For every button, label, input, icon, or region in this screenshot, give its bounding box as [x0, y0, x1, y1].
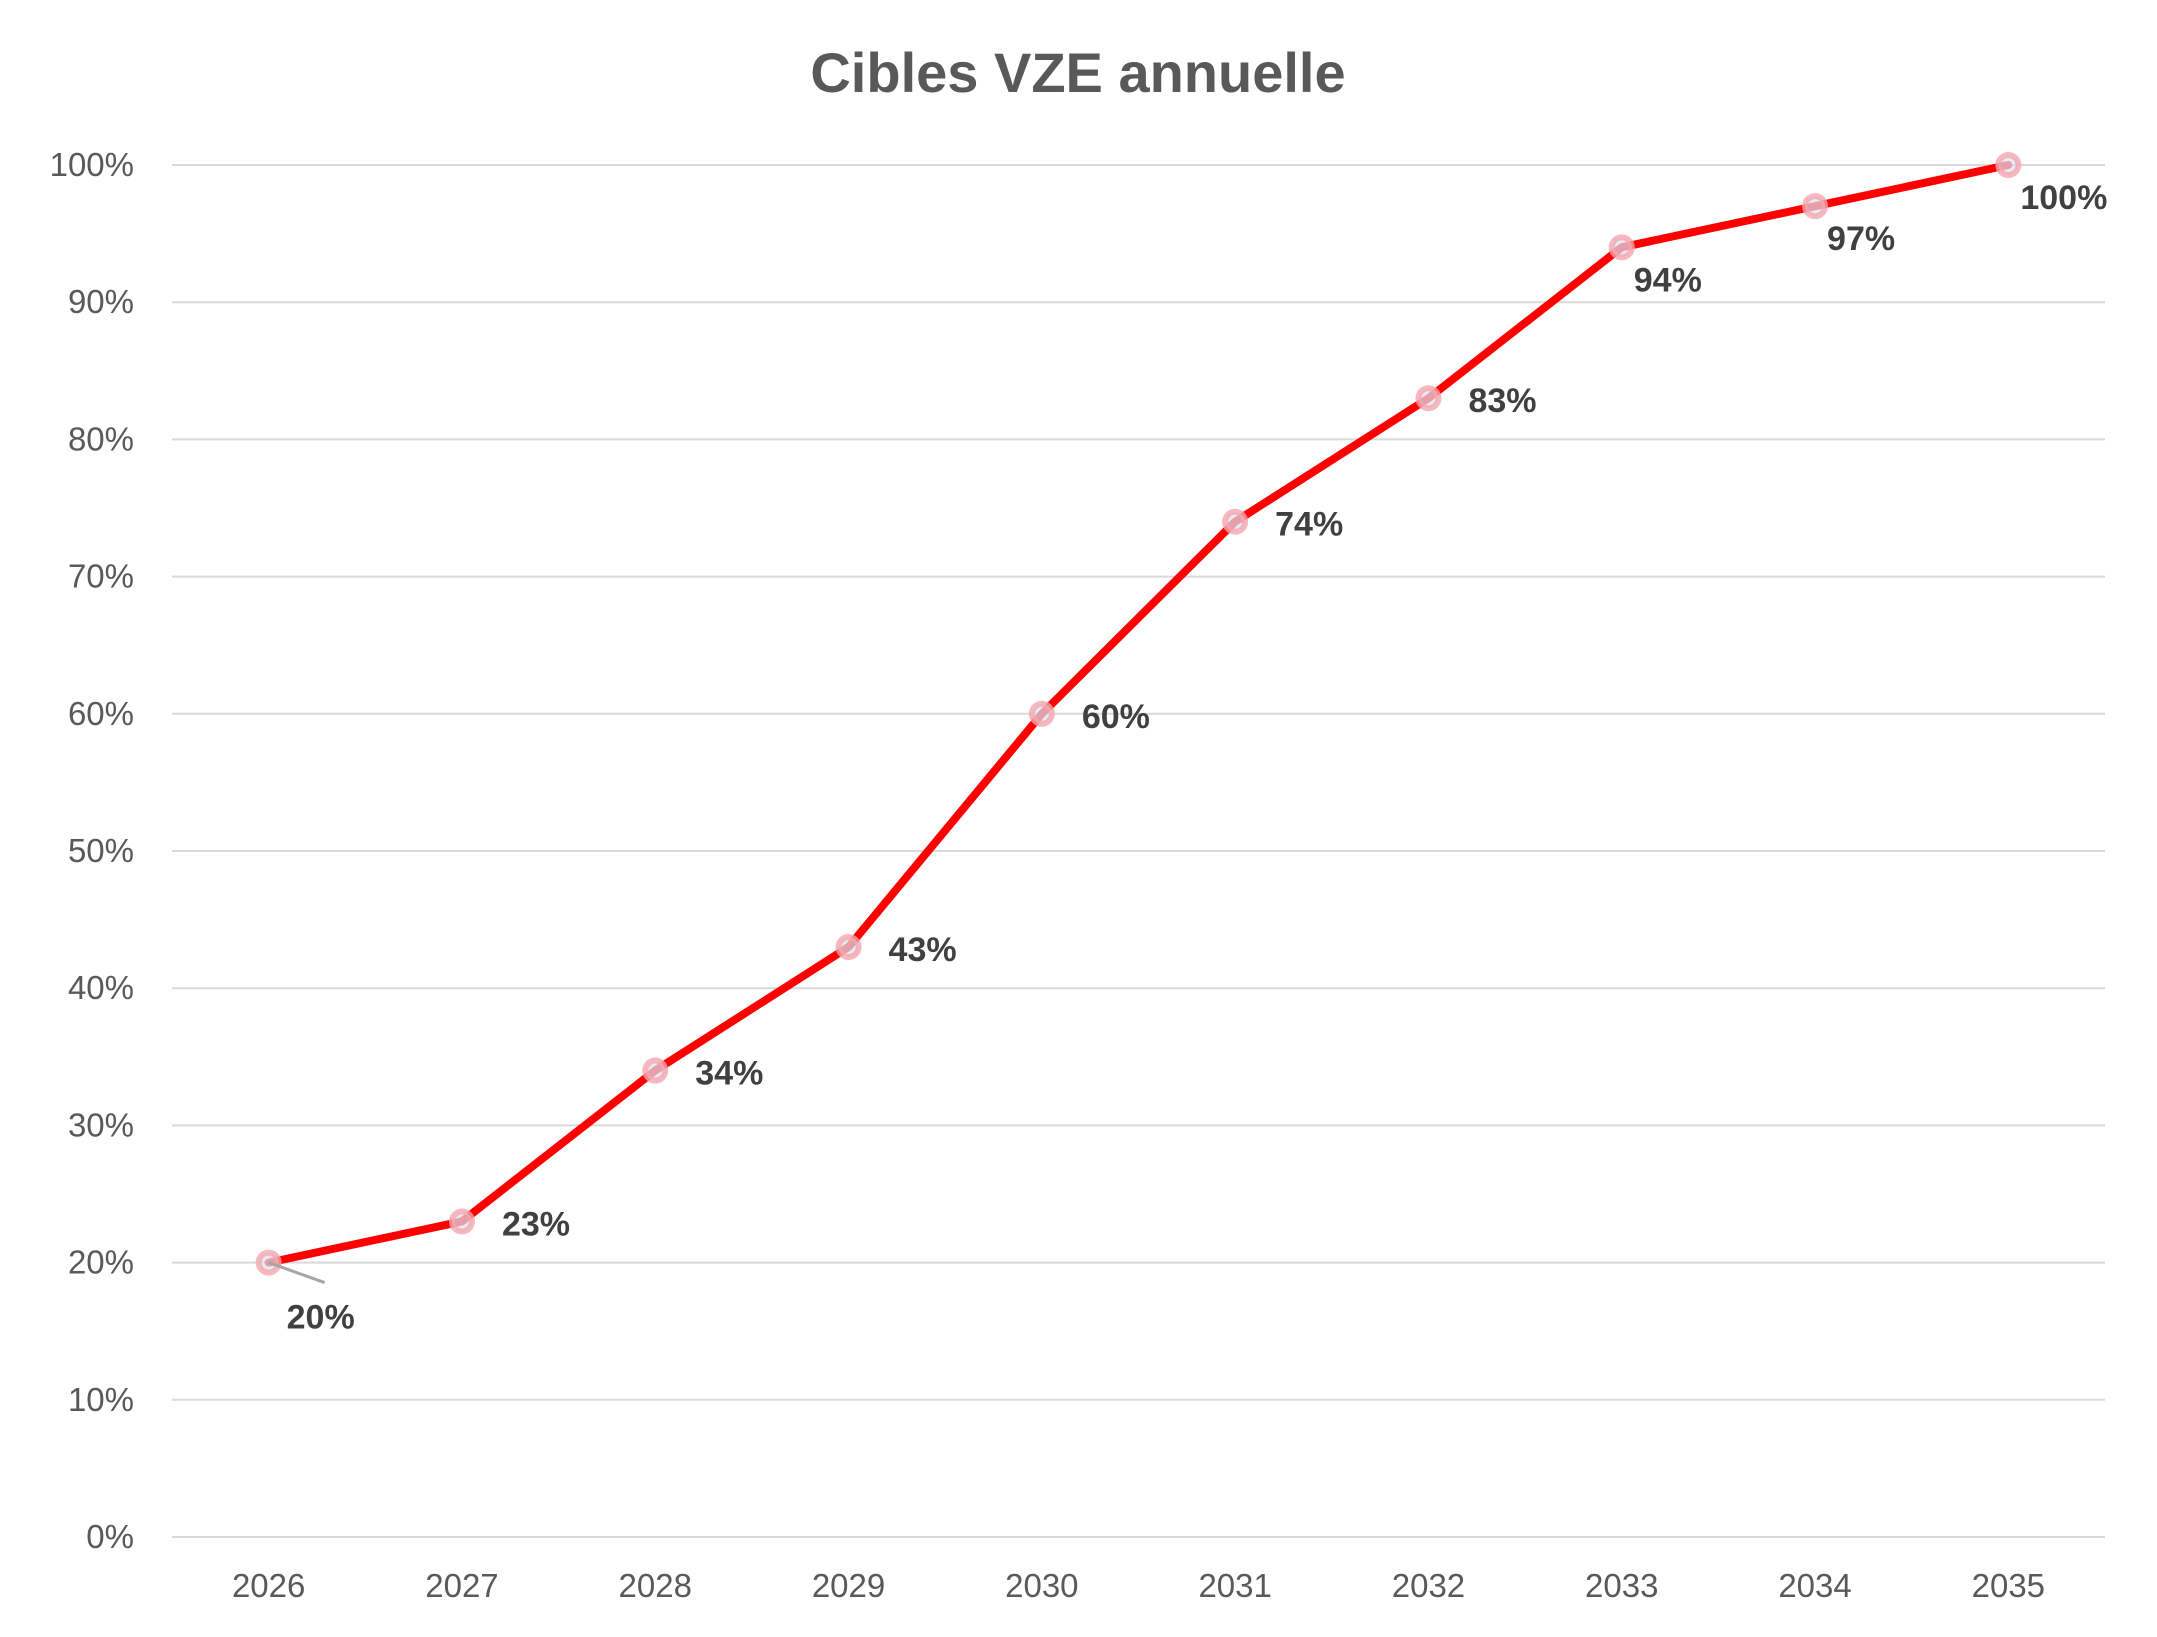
- y-tick-label: 70%: [68, 558, 134, 595]
- data-point-marker: [1802, 193, 1829, 220]
- data-point-marker: [1415, 385, 1442, 412]
- y-tick-label: 100%: [50, 146, 134, 183]
- data-label: 43%: [889, 931, 957, 969]
- series-line: [264, 161, 2013, 1267]
- data-labels: 20% 23% 34% 43% 60% 74% 83% 94% 97% 100%: [268, 179, 2107, 1337]
- leader-line: [268, 1261, 326, 1285]
- data-point-marker: [448, 1208, 475, 1235]
- data-label: 74%: [1275, 506, 1343, 544]
- chart-title: Cibles VZE annuelle: [810, 41, 1345, 104]
- y-tick-label: 30%: [68, 1106, 134, 1143]
- y-tick-label: 20%: [68, 1244, 134, 1281]
- data-point-marker: [1995, 152, 2022, 178]
- x-tick-label: 2026: [232, 1567, 305, 1604]
- y-tick-label: 40%: [68, 969, 134, 1006]
- data-point-marker: [642, 1057, 669, 1084]
- data-label: 97%: [1827, 220, 1895, 258]
- data-label: 60%: [1082, 698, 1150, 736]
- data-label: 20%: [287, 1299, 355, 1337]
- data-label: 94%: [1634, 261, 1702, 299]
- x-tick-label: 2028: [619, 1567, 692, 1604]
- x-tick-label: 2031: [1198, 1567, 1271, 1604]
- data-label: 100%: [2020, 179, 2107, 217]
- x-axis-ticks: 2026 2027 2028 2029 2030 2031 2032 2033 2034 2035: [232, 1567, 2045, 1604]
- data-point-marker: [835, 934, 862, 961]
- data-label: 83%: [1468, 382, 1536, 420]
- data-point-marker: [1028, 700, 1055, 727]
- data-point-marker: [1608, 234, 1635, 261]
- y-tick-label: 90%: [68, 283, 134, 320]
- series: [255, 152, 2022, 1276]
- y-tick-label: 80%: [68, 420, 134, 457]
- x-tick-label: 2027: [425, 1567, 498, 1604]
- data-label: 23%: [502, 1205, 570, 1243]
- x-tick-label: 2032: [1392, 1567, 1465, 1604]
- y-tick-label: 0%: [86, 1518, 134, 1555]
- x-tick-label: 2029: [812, 1567, 885, 1604]
- x-tick-label: 2030: [1005, 1567, 1078, 1604]
- y-tick-label: 10%: [68, 1381, 134, 1418]
- y-axis-ticks: 0% 10% 20% 30% 40% 50% 60% 70% 80% 90% 100%: [50, 146, 134, 1555]
- data-label: 34%: [695, 1055, 763, 1093]
- x-tick-label: 2035: [1972, 1567, 2045, 1604]
- x-tick-label: 2034: [1778, 1567, 1851, 1604]
- data-point-marker: [1222, 508, 1249, 535]
- y-tick-label: 50%: [68, 832, 134, 869]
- y-tick-label: 60%: [68, 695, 134, 732]
- x-tick-label: 2033: [1585, 1567, 1658, 1604]
- gridlines: [172, 164, 2105, 1538]
